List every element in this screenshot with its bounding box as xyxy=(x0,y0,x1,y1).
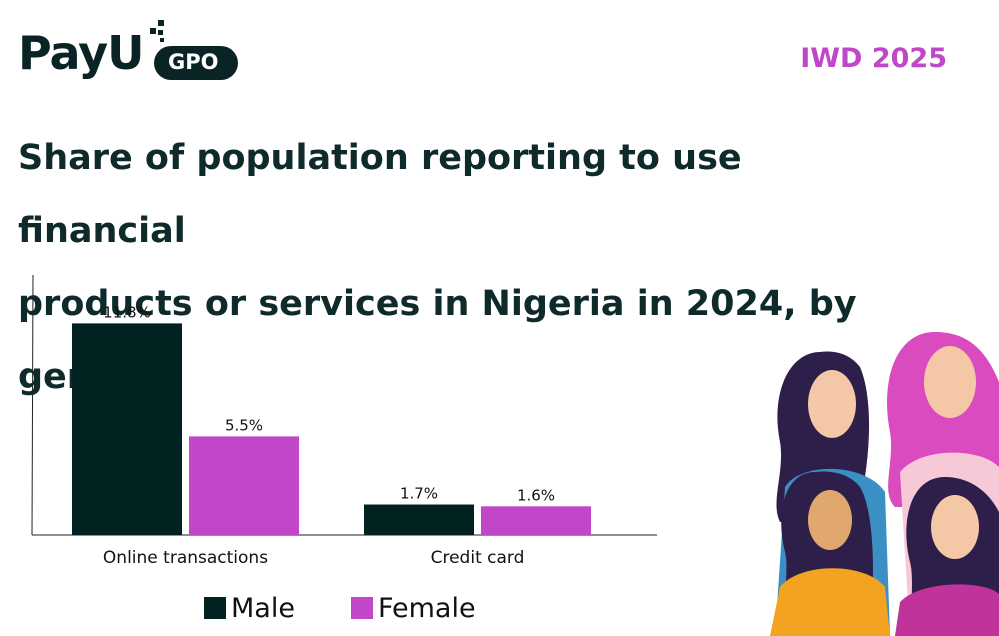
legend-item-female: Female xyxy=(350,592,476,624)
bar-female-online-transactions xyxy=(189,436,299,535)
chart-legend: Male Female xyxy=(204,588,532,628)
logo-wordmark: PayU xyxy=(18,26,144,80)
bar-chart: 11.8% 5.5% Online transactions 1.7% 1.6% Cred… xyxy=(31,274,657,568)
legend-label-female: Female xyxy=(377,592,476,624)
data-label-male-online-transactions: 11.8% xyxy=(103,303,151,321)
event-tagline: IWD 2025 xyxy=(800,43,947,74)
data-label-female-credit-card: 1.6% xyxy=(517,486,555,504)
y-axis-line xyxy=(31,274,34,536)
x-tick-label-online-transactions: Online transactions xyxy=(103,548,268,568)
logo-badge-text: GPO xyxy=(168,50,219,74)
chart-title: Share of population reporting to use fin… xyxy=(18,122,918,414)
legend-swatch-female xyxy=(350,597,373,619)
bar-female-credit-card xyxy=(481,506,591,535)
payu-gpo-logo: PayU GPO xyxy=(18,20,238,94)
legend-swatch-male xyxy=(204,597,226,619)
women-group-illustration xyxy=(770,332,999,636)
legend-label-male: Male xyxy=(231,592,295,624)
data-label-female-online-transactions: 5.5% xyxy=(225,416,263,434)
bar-male-online-transactions xyxy=(72,323,182,535)
chart-title-line-2: products or services in Nigeria in 2024,… xyxy=(18,284,857,397)
logo-badge xyxy=(154,46,238,80)
logo-pixel-dots-icon xyxy=(150,20,164,42)
bar-male-credit-card xyxy=(364,504,474,535)
x-tick-label-credit-card: Credit card xyxy=(431,548,525,568)
legend-item-male: Male xyxy=(204,593,295,624)
chart-title-line-1: Share of population reporting to use fin… xyxy=(18,138,742,251)
data-label-male-credit-card: 1.7% xyxy=(400,485,438,503)
